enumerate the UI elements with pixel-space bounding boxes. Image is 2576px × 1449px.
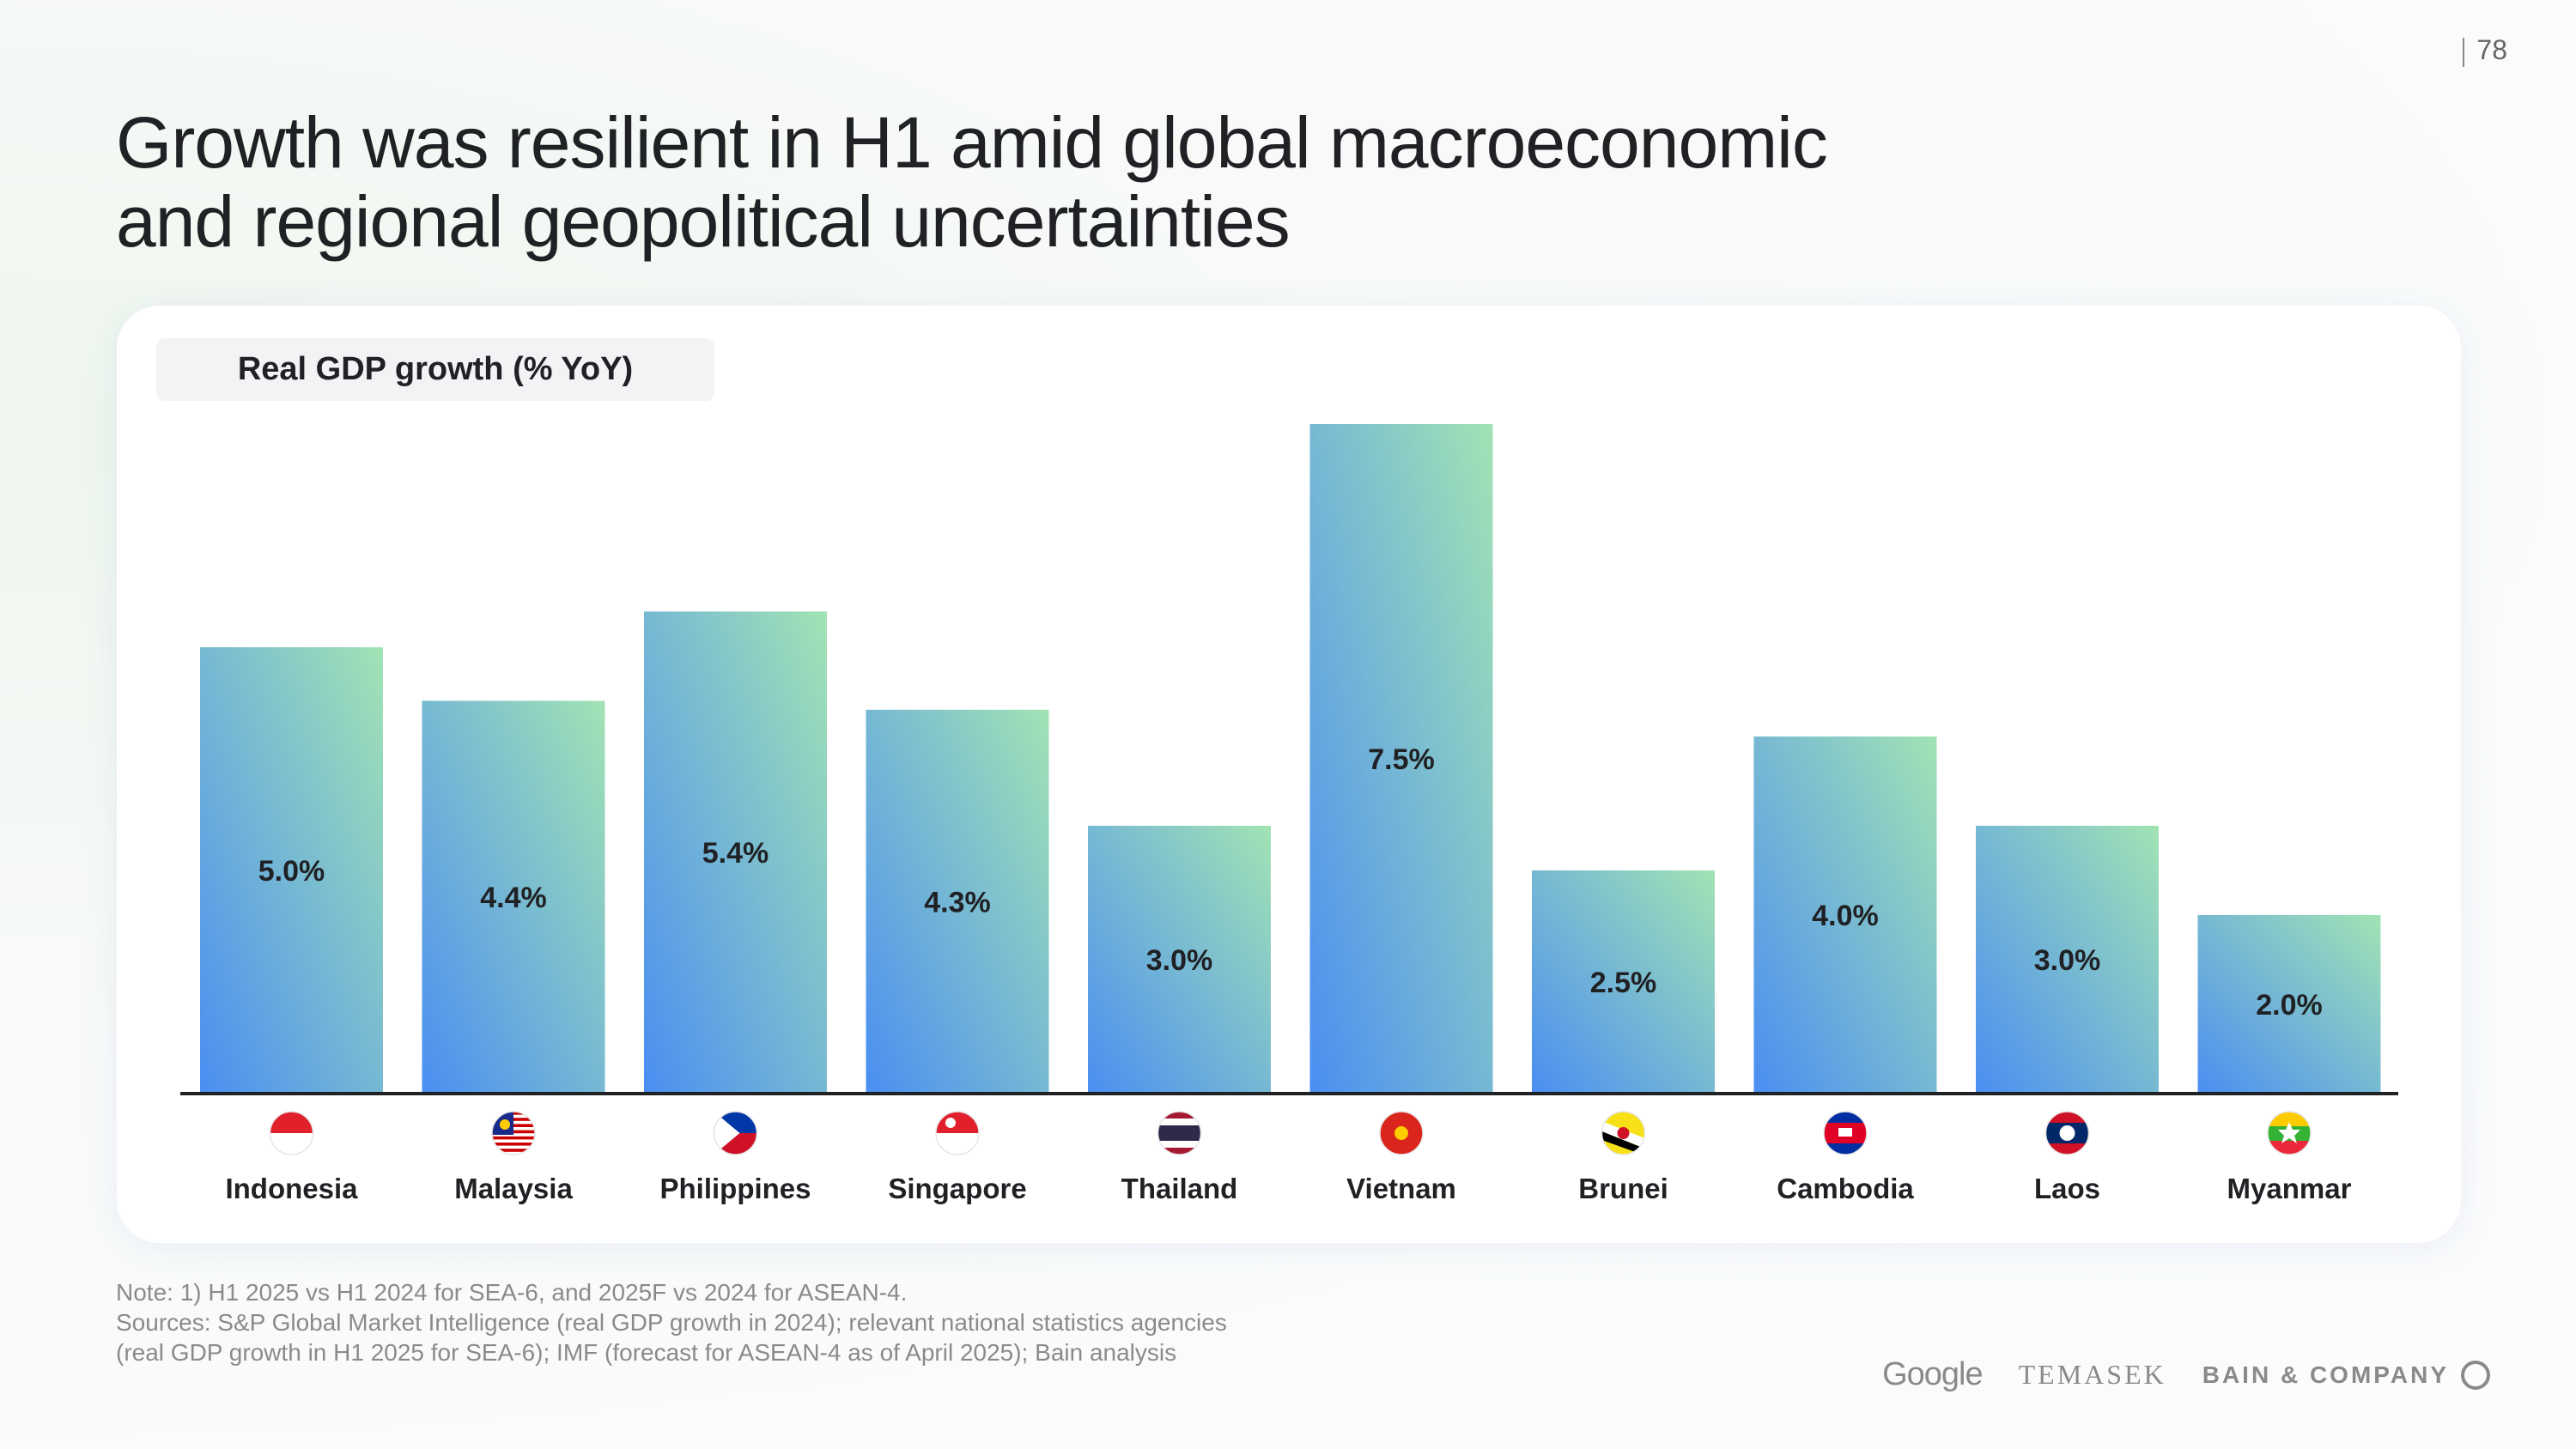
flag-border [1601, 1111, 1646, 1155]
bar-vietnam [1309, 424, 1493, 1094]
bar-indonesia [200, 647, 383, 1094]
bar-singapore [866, 709, 1049, 1094]
page-number: 78 [2463, 34, 2507, 67]
flag-border [1379, 1111, 1424, 1155]
bar-myanmar [2197, 915, 2381, 1094]
bar-chart: 5.0% Indonesia 4.4% Malaysia 5.4% Philippines… [180, 424, 2398, 1204]
category-label: Cambodia [1777, 1173, 1914, 1204]
bar-malaysia [422, 700, 605, 1094]
flag-border [713, 1111, 758, 1155]
laos-flag-icon [2045, 1112, 2089, 1155]
note-line: Note: 1) H1 2025 vs H1 2024 for SEA-6, a… [116, 1279, 908, 1306]
bain-compass-icon [2461, 1360, 2490, 1390]
chart-card: Real GDP growth (% YoY) 5.0% Indonesia 4.4… [117, 306, 2461, 1243]
bar-philippines [644, 611, 827, 1094]
data-label: 5.4% [702, 837, 769, 870]
data-label: 3.0% [2034, 944, 2101, 977]
bain-logo: BAIN & COMPANY [2202, 1360, 2490, 1390]
myanmar-flag-icon [2268, 1112, 2311, 1155]
partner-logos: Google TEMASEK BAIN & COMPANY [1882, 1356, 2490, 1393]
category-label: Laos [2034, 1173, 2100, 1204]
data-label: 2.0% [2256, 989, 2323, 1022]
page-title: Growth was resilient in H1 amid global m… [116, 102, 1828, 262]
data-label: 2.5% [1590, 967, 1657, 999]
flag-border [935, 1111, 980, 1155]
bar-cambodia [1753, 737, 1937, 1094]
flag-border [2267, 1111, 2312, 1155]
bar-brunei [1532, 870, 1715, 1094]
brunei-flag-icon [1601, 1112, 1645, 1155]
data-label: 3.0% [1146, 944, 1213, 977]
category-label: Philippines [659, 1173, 811, 1204]
cambodia-flag-icon [1824, 1112, 1867, 1155]
page-number-text: 78 [2476, 34, 2507, 65]
singapore-flag-icon [936, 1112, 979, 1155]
data-label: 7.5% [1368, 743, 1435, 776]
footnote: Note: 1) H1 2025 vs H1 2024 for SEA-6, a… [116, 1277, 1227, 1367]
vietnam-flag-icon [1380, 1112, 1423, 1155]
category-label: Indonesia [225, 1173, 358, 1204]
title-line-2: and regional geopolitical uncertainties [116, 181, 1291, 262]
google-logo: Google [1882, 1356, 1984, 1392]
bar-laos [1976, 826, 2159, 1094]
flag-border [1823, 1111, 1868, 1155]
category-label: Myanmar [2227, 1173, 2352, 1204]
malaysia-flag-icon [492, 1112, 535, 1155]
bar-thailand [1088, 826, 1271, 1094]
data-label: 4.0% [1812, 900, 1879, 932]
data-label: 4.4% [480, 882, 547, 914]
data-label: 5.0% [258, 855, 325, 888]
bain-logo-text: BAIN & COMPANY [2202, 1361, 2449, 1388]
flag-border [2044, 1111, 2090, 1155]
thailand-flag-icon [1157, 1112, 1201, 1155]
category-label: Malaysia [454, 1173, 573, 1204]
chart-title: Real GDP growth (% YoY) [156, 338, 714, 401]
category-label: Vietnam [1346, 1173, 1456, 1204]
indonesia-flag-icon [270, 1112, 313, 1155]
title-line-1: Growth was resilient in H1 amid global m… [116, 102, 1828, 183]
category-label: Brunei [1578, 1173, 1668, 1204]
flag-border [1157, 1111, 1202, 1155]
flag-border [269, 1111, 314, 1155]
sources-line-2: (real GDP growth in H1 2025 for SEA-6); … [116, 1339, 1177, 1366]
flag-border [491, 1111, 536, 1155]
sources-line-1: Sources: S&P Global Market Intelligence … [116, 1309, 1227, 1336]
category-label: Singapore [888, 1173, 1026, 1204]
temasek-logo: TEMASEK [2018, 1359, 2166, 1390]
data-label: 4.3% [924, 886, 991, 919]
category-label: Thailand [1121, 1173, 1238, 1204]
